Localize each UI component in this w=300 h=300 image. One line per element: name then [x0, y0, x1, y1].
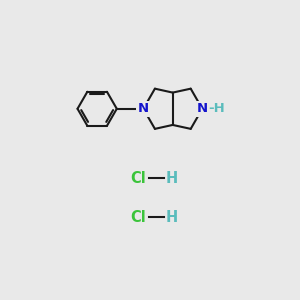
Text: N: N: [138, 102, 149, 115]
Text: Cl: Cl: [130, 210, 146, 225]
Text: -H: -H: [208, 102, 225, 115]
Text: Cl: Cl: [130, 171, 146, 186]
Text: H: H: [166, 210, 178, 225]
Text: H: H: [166, 171, 178, 186]
Text: N: N: [197, 102, 208, 115]
